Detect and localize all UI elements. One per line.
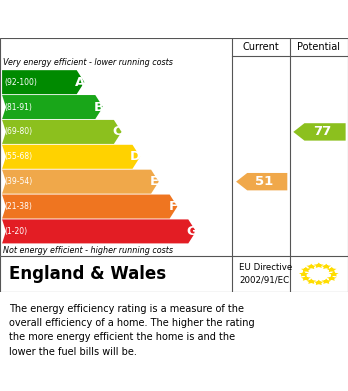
Text: A: A (75, 76, 85, 89)
Text: (92-100): (92-100) (4, 78, 37, 87)
Polygon shape (314, 280, 324, 285)
Text: G: G (186, 225, 197, 238)
Polygon shape (314, 263, 324, 268)
Text: Potential: Potential (297, 42, 340, 52)
Polygon shape (2, 120, 121, 144)
Text: Not energy efficient - higher running costs: Not energy efficient - higher running co… (3, 246, 173, 255)
Polygon shape (2, 95, 103, 119)
Text: (69-80): (69-80) (4, 127, 32, 136)
Text: 51: 51 (255, 175, 274, 188)
Polygon shape (2, 70, 84, 94)
Polygon shape (2, 219, 196, 244)
Text: Energy Efficiency Rating: Energy Efficiency Rating (9, 10, 249, 28)
Text: Very energy efficient - lower running costs: Very energy efficient - lower running co… (3, 58, 173, 67)
Text: Current: Current (243, 42, 279, 52)
Polygon shape (327, 275, 337, 281)
Polygon shape (301, 275, 311, 281)
Polygon shape (2, 145, 140, 169)
Text: EU Directive
2002/91/EC: EU Directive 2002/91/EC (239, 264, 293, 285)
Polygon shape (301, 267, 311, 272)
Text: (39-54): (39-54) (4, 177, 32, 186)
Polygon shape (2, 170, 159, 194)
Polygon shape (329, 271, 339, 276)
Text: B: B (93, 100, 103, 113)
Polygon shape (293, 123, 346, 141)
Polygon shape (327, 267, 337, 272)
Polygon shape (2, 195, 177, 219)
Polygon shape (321, 264, 331, 269)
Text: E: E (150, 175, 159, 188)
Polygon shape (306, 264, 316, 269)
Text: (81-91): (81-91) (4, 102, 32, 111)
Text: D: D (130, 150, 141, 163)
Text: England & Wales: England & Wales (9, 265, 166, 283)
Text: C: C (112, 126, 122, 138)
Text: 77: 77 (313, 126, 331, 138)
Polygon shape (299, 271, 309, 276)
Text: (1-20): (1-20) (4, 227, 27, 236)
Text: F: F (168, 200, 177, 213)
Polygon shape (236, 173, 287, 190)
Text: (21-38): (21-38) (4, 202, 32, 211)
Polygon shape (306, 278, 316, 284)
Text: The energy efficiency rating is a measure of the
overall efficiency of a home. T: The energy efficiency rating is a measur… (9, 303, 254, 357)
Polygon shape (321, 278, 331, 284)
Text: (55-68): (55-68) (4, 152, 32, 161)
